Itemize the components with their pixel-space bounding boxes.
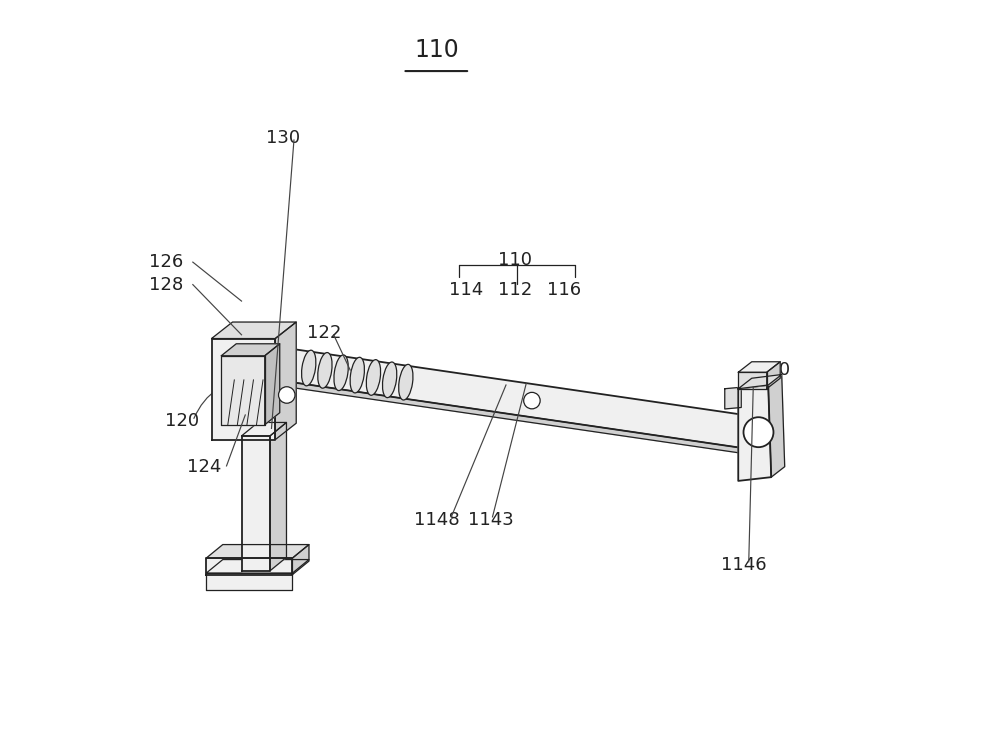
- Polygon shape: [738, 372, 767, 389]
- Polygon shape: [265, 344, 280, 425]
- Ellipse shape: [382, 362, 397, 398]
- Text: 110: 110: [414, 38, 459, 62]
- Polygon shape: [738, 385, 771, 481]
- Polygon shape: [242, 436, 270, 571]
- Polygon shape: [738, 374, 782, 389]
- Text: 110: 110: [498, 251, 532, 269]
- Polygon shape: [212, 338, 275, 440]
- Polygon shape: [212, 322, 296, 338]
- Circle shape: [524, 393, 540, 409]
- Polygon shape: [768, 374, 785, 478]
- Polygon shape: [270, 423, 286, 571]
- Text: 130: 130: [266, 129, 300, 147]
- Polygon shape: [206, 558, 292, 575]
- Ellipse shape: [334, 355, 348, 390]
- Polygon shape: [292, 544, 309, 575]
- Polygon shape: [284, 348, 761, 450]
- Ellipse shape: [350, 357, 364, 393]
- Polygon shape: [206, 544, 309, 558]
- Text: 116: 116: [547, 280, 581, 299]
- Text: 128: 128: [149, 275, 184, 293]
- Polygon shape: [725, 387, 741, 409]
- Ellipse shape: [399, 365, 413, 400]
- Text: 120: 120: [165, 412, 199, 430]
- Text: 112: 112: [498, 280, 532, 299]
- Text: 1143: 1143: [468, 511, 514, 529]
- Text: 124: 124: [187, 459, 221, 477]
- Text: 126: 126: [149, 253, 184, 271]
- Polygon shape: [738, 362, 780, 372]
- Polygon shape: [275, 322, 296, 440]
- Polygon shape: [242, 423, 286, 436]
- Polygon shape: [221, 344, 280, 356]
- Circle shape: [279, 387, 295, 403]
- Ellipse shape: [366, 359, 381, 396]
- Text: 122: 122: [307, 323, 341, 341]
- Text: 140: 140: [756, 361, 791, 379]
- Ellipse shape: [318, 353, 332, 388]
- Polygon shape: [284, 381, 761, 456]
- Text: 1148: 1148: [414, 511, 459, 529]
- Polygon shape: [221, 356, 265, 425]
- Polygon shape: [206, 573, 292, 590]
- Text: 114: 114: [449, 280, 483, 299]
- Circle shape: [743, 417, 773, 447]
- Polygon shape: [206, 559, 309, 573]
- Polygon shape: [767, 362, 780, 389]
- Text: 1146: 1146: [721, 556, 766, 574]
- Ellipse shape: [302, 350, 316, 386]
